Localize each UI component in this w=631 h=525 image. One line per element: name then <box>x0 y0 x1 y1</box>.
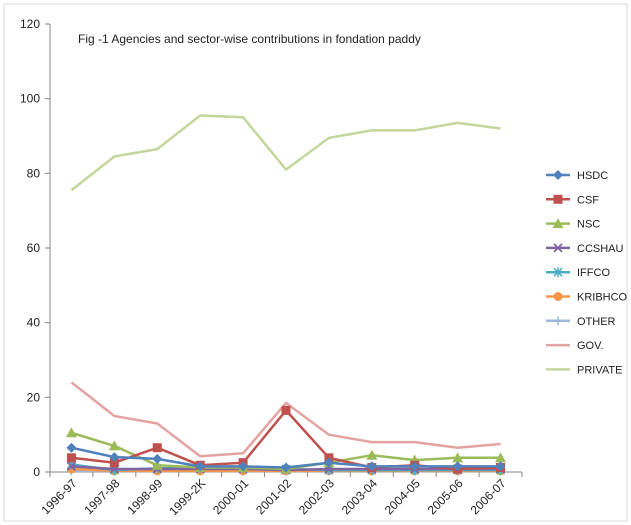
data-point-hsdc <box>66 442 77 453</box>
data-point-hsdc <box>323 457 334 468</box>
y-tick-label: 60 <box>27 241 41 255</box>
data-point-hsdc <box>109 452 120 463</box>
legend-item-ccshau: CCSHAU <box>546 243 624 255</box>
y-tick-label: 0 <box>33 465 40 479</box>
chart-title: Fig -1 Agencies and sector-wise contribu… <box>78 32 421 46</box>
legend: HSDC CSF NSC CCSHAU IFFCO KRIBHCO OTHER GOV. PRI… <box>546 170 628 376</box>
legend-label-other: OTHER <box>577 316 616 328</box>
data-point-hsdc <box>495 461 506 472</box>
data-point-hsdc <box>152 453 163 464</box>
legend-label-csf: CSF <box>577 194 599 206</box>
legend-marker-kribhco <box>553 292 563 301</box>
legend-marker-iffco <box>553 267 563 278</box>
data-point-csf <box>66 453 76 463</box>
data-point-nsc <box>452 452 464 463</box>
data-point-hsdc <box>366 461 377 472</box>
legend-item-iffco: IFFCO <box>546 267 610 279</box>
data-point-hsdc <box>195 461 206 472</box>
legend-label-kribhco: KRIBHCO <box>577 292 628 304</box>
legend-item-private: PRIVATE <box>546 364 622 376</box>
legend-item-gov: GOV. <box>546 340 604 352</box>
legend-label-iffco: IFFCO <box>577 267 610 279</box>
y-tick-label: 80 <box>27 166 41 180</box>
legend-marker-csf <box>553 194 563 204</box>
series-lines <box>65 114 507 476</box>
legend-item-kribhco: KRIBHCO <box>546 292 628 304</box>
legend-label-nsc: NSC <box>577 219 600 231</box>
data-point-ccshau <box>66 461 77 472</box>
series-hsdc <box>66 442 506 473</box>
legend-label-private: PRIVATE <box>577 364 622 376</box>
series-private <box>70 114 501 192</box>
legend-marker-nsc <box>552 218 564 229</box>
legend-label-hsdc: HSDC <box>577 170 608 182</box>
data-point-nsc <box>108 440 120 451</box>
data-point-hsdc <box>409 461 420 472</box>
legend-item-hsdc: HSDC <box>546 170 608 182</box>
y-tick-label: 20 <box>27 390 41 404</box>
series-line-gov <box>70 381 501 458</box>
data-point-csf <box>152 443 162 453</box>
legend-item-csf: CSF <box>546 194 599 206</box>
legend-marker-other <box>553 316 563 326</box>
legend-label-gov: GOV. <box>577 340 604 352</box>
data-point-nsc <box>151 459 163 470</box>
series-line-private <box>70 114 501 192</box>
chart-frame <box>3 3 628 522</box>
data-point-hsdc <box>238 461 249 472</box>
legend-label-ccshau: CCSHAU <box>577 243 624 255</box>
legend-marker-hsdc <box>553 170 563 180</box>
y-tick-label: 40 <box>27 316 41 330</box>
data-point-csf <box>281 405 291 415</box>
data-point-hsdc <box>281 462 291 473</box>
legend-marker-ccshau <box>553 243 563 253</box>
y-tick-label: 120 <box>20 17 40 31</box>
data-point-nsc <box>65 427 77 438</box>
data-point-csf <box>109 458 119 468</box>
y-tick-label: 100 <box>20 92 40 106</box>
legend-item-nsc: NSC <box>546 218 600 231</box>
data-point-hsdc <box>452 461 463 472</box>
data-point-nsc <box>495 452 507 463</box>
data-point-nsc <box>366 449 378 460</box>
legend-item-other: OTHER <box>546 316 616 328</box>
series-gov <box>70 381 501 458</box>
